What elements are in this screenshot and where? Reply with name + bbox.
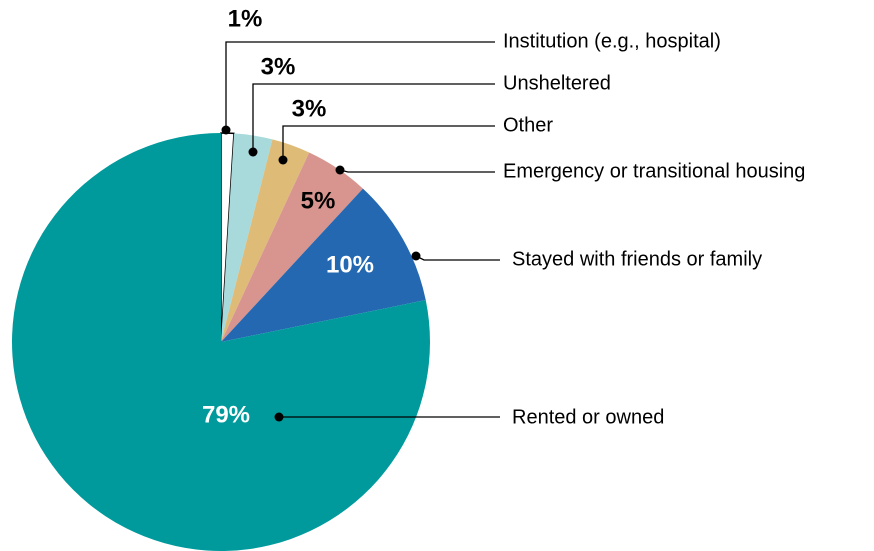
leader-line	[282, 125, 495, 160]
value-label: 5%	[301, 187, 336, 214]
leader-dot	[411, 251, 421, 261]
value-label: 3%	[261, 53, 296, 80]
category-label: Stayed with friends or family	[512, 248, 762, 270]
category-label: Rented or owned	[512, 406, 664, 428]
leader-line	[252, 83, 495, 152]
category-label: Unsheltered	[503, 72, 611, 94]
pie-slice	[221, 133, 273, 342]
pie-slice	[221, 152, 363, 342]
leader-line	[415, 255, 500, 261]
value-label: 10%	[326, 251, 374, 278]
leader-dot	[335, 165, 345, 175]
category-label: Institution (e.g., hospital)	[503, 30, 721, 52]
category-label: Emergency or transitional housing	[503, 160, 805, 182]
category-label: Other	[503, 114, 553, 136]
leader-line	[339, 169, 495, 173]
pie-slice	[221, 139, 310, 342]
leader-dot	[278, 155, 288, 165]
pie-slice	[221, 188, 426, 342]
leader-dot	[274, 412, 284, 422]
value-label: 3%	[292, 95, 327, 122]
leader-dot	[248, 147, 258, 157]
value-label: 79%	[202, 401, 250, 428]
leader-dot	[221, 125, 231, 135]
pie-slice	[11, 133, 430, 551]
leader-line	[225, 41, 495, 130]
value-label: 1%	[228, 5, 263, 32]
